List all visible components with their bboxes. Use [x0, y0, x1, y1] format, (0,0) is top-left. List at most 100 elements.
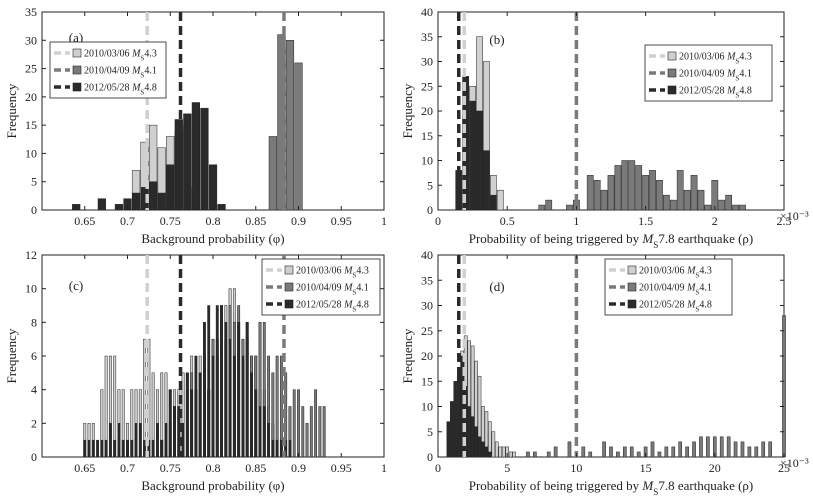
bar-d-s1-2 [546, 451, 551, 458]
bar-c-s2-33 [224, 322, 228, 458]
legend-box [604, 258, 733, 316]
bar-c-s2-1 [87, 439, 91, 458]
bar-a-s1-3 [294, 62, 303, 211]
bar-c-s2-44 [271, 439, 275, 458]
bar-d-s1-31 [768, 441, 772, 458]
x-tick-label: 0.75 [160, 214, 181, 228]
bar-d-s2-11 [484, 446, 489, 458]
y-tick-label: 0 [31, 450, 37, 464]
bar-c-s2-48 [288, 439, 292, 458]
bar-c-s2-18 [160, 439, 164, 458]
bar-d-s1-27 [740, 441, 745, 458]
legend-label-0: 2010/03/06 MS4.3 [84, 49, 157, 63]
bar-d-s2-12 [488, 451, 492, 458]
bar-d-s1-15 [657, 451, 662, 458]
bar-d-s2-7 [470, 416, 475, 458]
bar-c-s2-37 [241, 355, 245, 458]
bar-a-s2-4 [131, 192, 141, 211]
bar-c-s2-41 [258, 406, 262, 458]
bar-d-s1-24 [719, 436, 724, 458]
legend-label-1: 2010/04/09 MS4.1 [679, 69, 752, 83]
bar-b-s1-4 [586, 175, 594, 211]
legend: 2010/03/06 MS4.3 2010/04/09 MS4.1 2012/05/… [49, 41, 167, 99]
y-tick-label: 0 [427, 450, 433, 464]
bar-b-s1-26 [739, 204, 746, 211]
bar-c-s1-35 [309, 406, 313, 458]
bar-d-s0-11 [491, 431, 496, 458]
bar-b-s1-12 [642, 175, 649, 211]
bar-d-s0-12 [495, 441, 499, 458]
panel-c: 0.65 0.7 0.75 0.8 0.85 0.9 0.95 1024681012Backg… [4, 248, 387, 493]
bar-c-s2-3 [96, 439, 100, 458]
bar-b-s2-0 [455, 170, 463, 211]
y-tick-label: 10 [25, 282, 37, 296]
bar-c-s2-32 [220, 305, 223, 458]
bar-c-s2-40 [254, 389, 258, 458]
axis-multiplier: ×10⁻³ [780, 209, 809, 223]
legend-swatch-2 [284, 299, 294, 309]
bar-b-s1-13 [649, 170, 656, 211]
bar-d-s1-3 [553, 446, 558, 458]
x-axis-label: Background probability (φ) [141, 478, 284, 493]
panel-d: 0 5 10 15 20 25 0 5 10 15 20 25 30 35 40 ×10⁻³ Probabili… [400, 248, 809, 497]
bar-c-s2-34 [228, 338, 232, 458]
bar-d-s2-0 [446, 421, 451, 458]
bar-d-s1-12 [636, 451, 641, 458]
bar-c-s1-34 [305, 423, 309, 458]
y-tick-label: 4 [31, 383, 37, 397]
legend-label-2: 2012/05/28 MS4.8 [84, 83, 157, 97]
bar-c-s2-6 [108, 423, 112, 458]
bar-d-s1-20 [692, 441, 696, 458]
bar-d-s1-25 [726, 436, 731, 458]
bar-d-s1-0 [526, 451, 530, 458]
y-tick-label: 15 [421, 129, 433, 143]
legend-swatch-2 [72, 82, 82, 92]
bar-c-s2-5 [104, 439, 108, 458]
bar-b-s1-6 [600, 189, 608, 211]
bar-d-s1-32 [782, 315, 786, 458]
bar-a-s2-11 [191, 102, 201, 211]
bar-d-s1-9 [616, 451, 620, 458]
bar-b-s1-11 [635, 165, 643, 211]
bar-c-s2-7 [113, 439, 117, 458]
bar-d-s2-4 [460, 355, 465, 458]
y-tick-label: 8 [31, 315, 37, 329]
x-tick-label: 0 [435, 461, 441, 475]
bar-a-s2-12 [200, 107, 209, 211]
bar-d-s1-7 [602, 441, 606, 458]
bar-b-s1-17 [676, 170, 684, 211]
y-tick-label: 5 [427, 178, 433, 192]
y-axis-label: Frequency [400, 83, 415, 138]
x-tick-label: 0.95 [331, 461, 352, 475]
x-tick-label: 0.5 [500, 214, 515, 228]
x-tick-label: 0.8 [206, 214, 221, 228]
x-tick-label: 1.5 [638, 214, 653, 228]
bar-c-s2-38 [245, 322, 249, 458]
bar-c-s2-35 [232, 355, 236, 458]
bar-a-s1-0 [268, 136, 277, 211]
bar-c-s2-17 [156, 423, 159, 458]
bar-b-s1-5 [593, 180, 601, 211]
y-tick-label: 30 [421, 299, 433, 313]
x-axis-label: Background probability (φ) [141, 231, 284, 246]
bar-d-s2-8 [474, 426, 478, 458]
bar-b-s1-21 [704, 204, 712, 211]
bar-d-s1-28 [747, 446, 752, 458]
bar-d-s1-30 [761, 441, 766, 458]
x-tick-label: 15 [640, 461, 652, 475]
panel-label: (c) [69, 278, 83, 293]
bar-c-s2-9 [121, 439, 125, 458]
y-tick-label: 20 [25, 90, 37, 104]
legend-swatch-1 [72, 65, 82, 75]
legend-swatch-2 [627, 299, 637, 309]
panel-label: (a) [69, 30, 83, 45]
bar-c-s2-2 [91, 439, 95, 458]
panel-label: (b) [489, 32, 504, 47]
y-tick-label: 2 [31, 416, 37, 430]
bar-c-s2-14 [143, 439, 147, 458]
y-tick-label: 0 [31, 203, 37, 217]
x-axis-label: Probability of being triggered by MS7.8 … [469, 231, 754, 250]
bar-c-s2-16 [151, 439, 155, 458]
bar-c-s2-21 [173, 406, 176, 458]
bar-b-s1-18 [683, 189, 691, 211]
